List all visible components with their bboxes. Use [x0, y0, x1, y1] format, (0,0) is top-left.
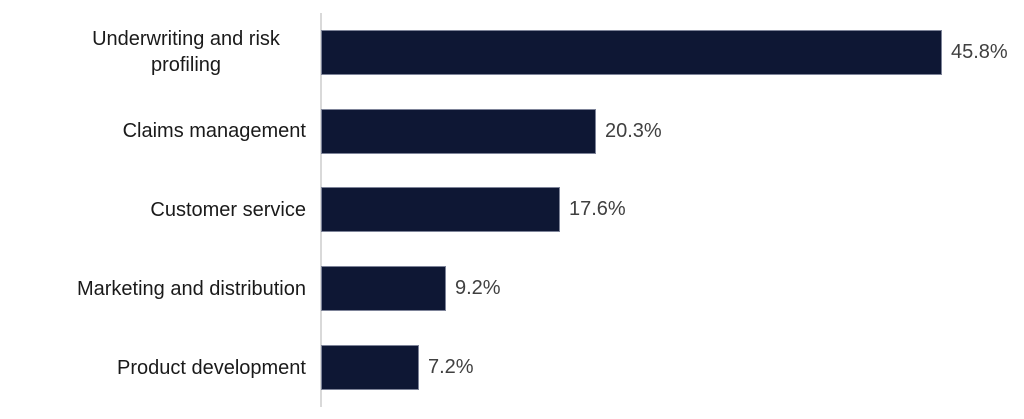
data-bar	[321, 29, 942, 75]
category-label: Underwriting and risk profiling	[92, 28, 280, 77]
chart-row: Claims management 20.3%	[0, 92, 1024, 171]
data-bar	[321, 345, 419, 391]
category-label-cell: Underwriting and risk profiling	[0, 26, 321, 78]
plot-cell: 17.6%	[321, 171, 1024, 250]
category-label: Claims management	[122, 120, 306, 143]
category-label-cell: Product development	[0, 355, 321, 381]
data-bar	[321, 266, 446, 312]
chart-row: Marketing and distribution 9.2%	[0, 249, 1024, 328]
chart-row: Customer service 17.6%	[0, 171, 1024, 250]
category-label-cell: Marketing and distribution	[0, 276, 321, 302]
plot-cell: 45.8%	[321, 13, 1024, 92]
plot-cell: 7.2%	[321, 328, 1024, 407]
category-label-cell: Claims management	[0, 118, 321, 144]
data-label: 9.2%	[455, 277, 501, 300]
plot-cell: 9.2%	[321, 249, 1024, 328]
category-label: Customer service	[150, 198, 306, 221]
chart-rows: Underwriting and risk profiling 45.8% Clai…	[0, 13, 1024, 407]
data-label: 45.8%	[951, 40, 1008, 63]
chart-row: Underwriting and risk profiling 45.8%	[0, 13, 1024, 92]
category-label: Product development	[116, 356, 306, 379]
data-label: 7.2%	[428, 356, 474, 379]
data-label: 20.3%	[605, 119, 662, 142]
data-bar	[321, 108, 596, 154]
category-label-cell: Customer service	[0, 197, 321, 223]
data-bar	[321, 187, 560, 233]
category-label: Marketing and distribution	[76, 277, 306, 300]
plot-cell: 20.3%	[321, 92, 1024, 171]
chart-row: Product development 7.2%	[0, 328, 1024, 407]
data-label: 17.6%	[569, 198, 626, 221]
